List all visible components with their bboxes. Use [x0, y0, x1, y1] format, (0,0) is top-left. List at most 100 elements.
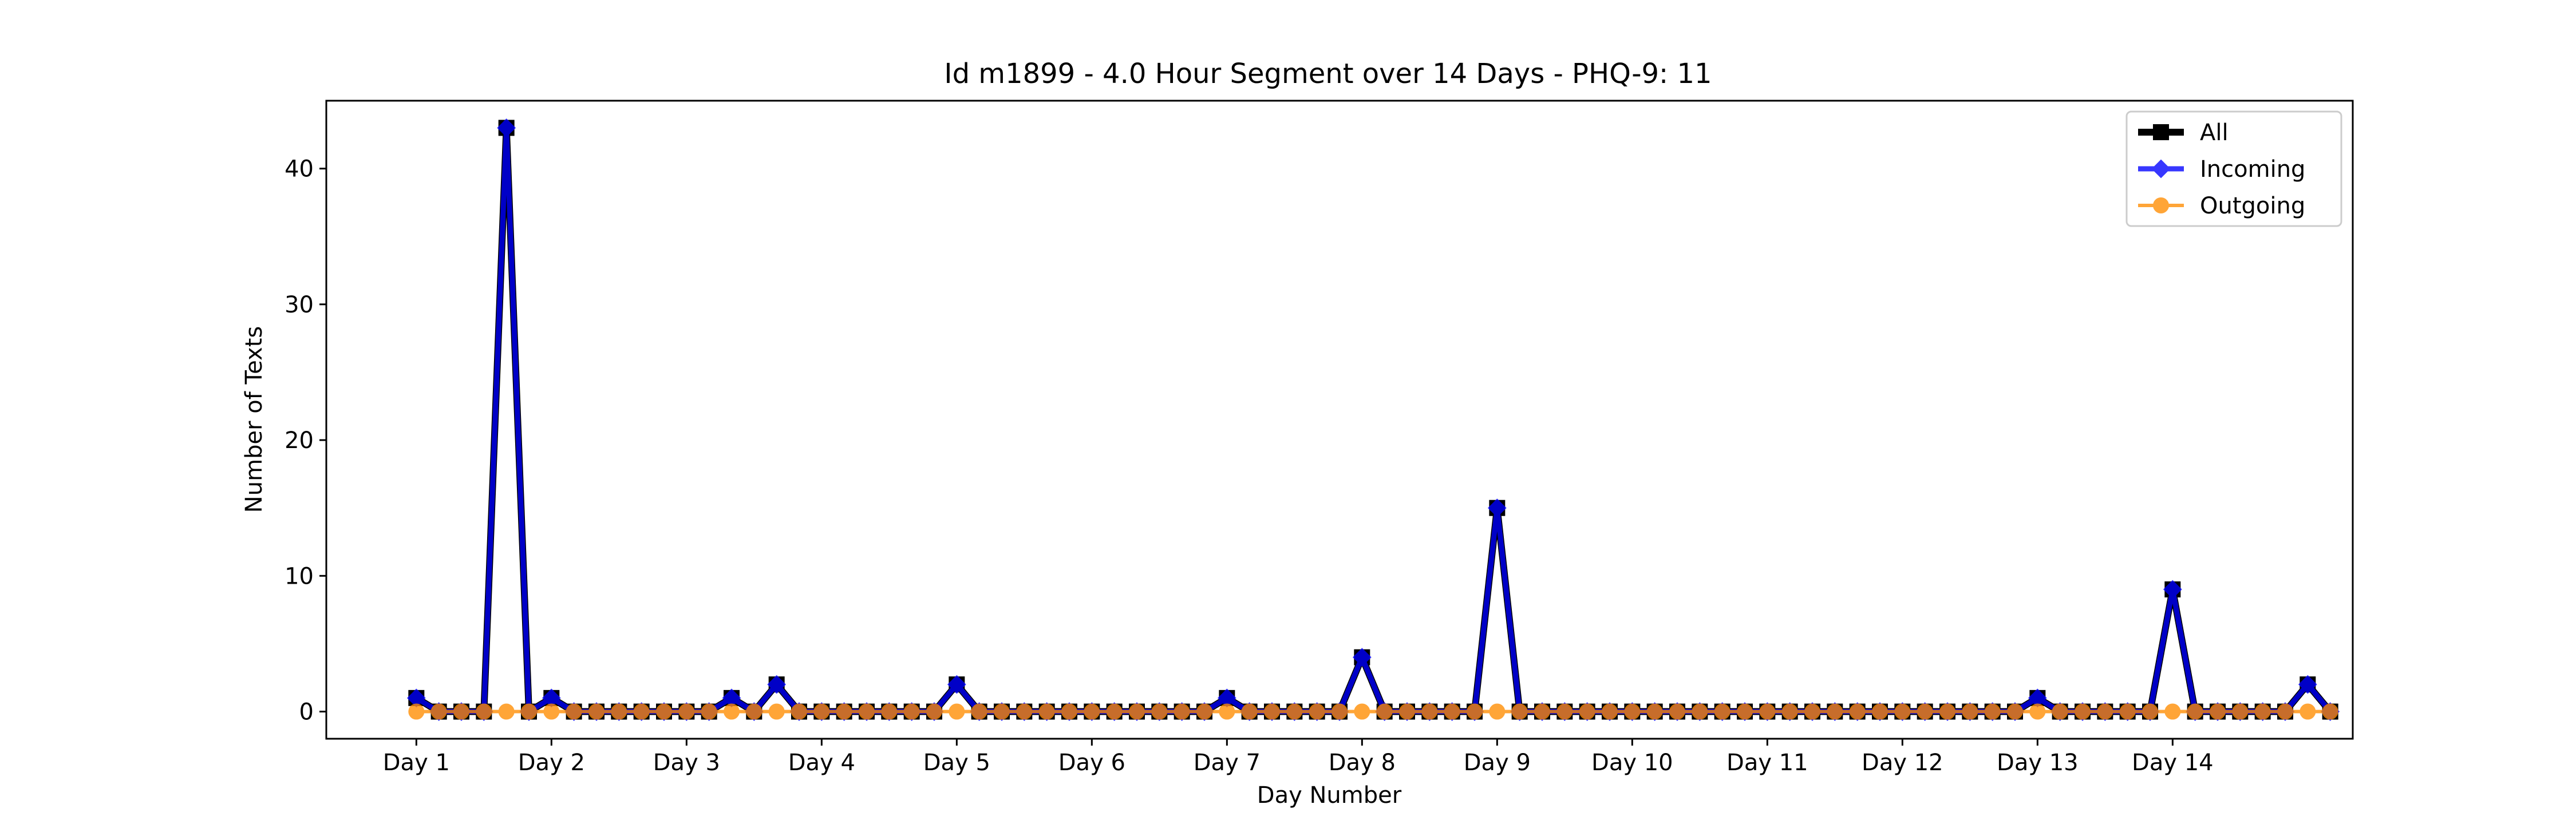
- x-tick-label: Day 10: [1591, 750, 1673, 776]
- data-point-outgoing: [611, 703, 627, 720]
- data-point-outgoing: [2119, 703, 2136, 720]
- data-point-outgoing: [836, 703, 852, 720]
- chart-title: Id m1899 - 4.0 Hour Segment over 14 Days…: [944, 58, 1712, 90]
- data-point-outgoing: [678, 703, 695, 720]
- data-point-outgoing: [859, 703, 875, 720]
- x-tick-label: Day 4: [788, 750, 855, 776]
- data-point-outgoing: [1219, 703, 1235, 720]
- data-point-outgoing: [521, 703, 537, 720]
- data-point-outgoing: [1894, 703, 1911, 720]
- legend-marker: [2153, 124, 2169, 140]
- data-point-incoming: [497, 118, 516, 137]
- data-point-outgoing: [1579, 703, 1595, 720]
- data-point-outgoing: [1106, 703, 1123, 720]
- data-point-outgoing: [1714, 703, 1730, 720]
- x-tick-label: Day 2: [518, 750, 585, 776]
- x-axis: Day 1 Day 2 Day 3 Day 4 Day 5 Day 6 Day 7 Day 8…: [383, 739, 2214, 776]
- x-tick-label: Day 9: [1464, 750, 1531, 776]
- plot-area: [406, 118, 2340, 721]
- x-tick-label: Day 5: [923, 750, 990, 776]
- y-tick-label: 20: [285, 427, 314, 454]
- data-point-outgoing: [903, 703, 920, 720]
- data-point-outgoing: [1939, 703, 1955, 720]
- data-point-outgoing: [1849, 703, 1866, 720]
- data-point-outgoing: [1264, 703, 1280, 720]
- data-point-outgoing: [1489, 703, 1506, 720]
- data-point-outgoing: [1084, 703, 1100, 720]
- y-axis-label: Number of Texts: [241, 326, 267, 513]
- data-point-outgoing: [1511, 703, 1528, 720]
- data-point-outgoing: [768, 703, 785, 720]
- data-point-outgoing: [1444, 703, 1460, 720]
- legend-entry: [2138, 159, 2184, 179]
- y-tick-label: 10: [285, 563, 314, 589]
- data-point-outgoing: [1602, 703, 1618, 720]
- data-point-outgoing: [1309, 703, 1325, 720]
- data-point-outgoing: [746, 703, 762, 720]
- data-point-outgoing: [543, 703, 560, 720]
- data-point-outgoing: [1241, 703, 1258, 720]
- data-point-outgoing: [566, 703, 582, 720]
- legend-marker: [2151, 159, 2171, 179]
- data-point-outgoing: [2097, 703, 2113, 720]
- data-point-outgoing: [588, 703, 605, 720]
- data-point-outgoing: [1669, 703, 1685, 720]
- data-point-outgoing: [2277, 703, 2293, 720]
- x-tick-label: Day 8: [1329, 750, 1396, 776]
- legend-marker: [2153, 197, 2169, 213]
- legend: All Incoming Outgoing: [2125, 110, 2342, 227]
- data-point-outgoing: [453, 703, 469, 720]
- data-point-outgoing: [994, 703, 1010, 720]
- y-tick-label: 30: [285, 292, 314, 318]
- y-tick-label: 40: [285, 156, 314, 183]
- y-axis: 0 10 20 30 40: [285, 156, 326, 726]
- data-point-outgoing: [791, 703, 807, 720]
- data-point-incoming: [2298, 675, 2317, 694]
- data-point-outgoing: [813, 703, 830, 720]
- data-point-outgoing: [2187, 703, 2203, 720]
- data-point-outgoing: [1556, 703, 1573, 720]
- data-point-outgoing: [2142, 703, 2158, 720]
- data-point-outgoing: [430, 703, 447, 720]
- series-outgoing: [408, 703, 2338, 720]
- data-point-outgoing: [2007, 703, 2023, 720]
- data-point-outgoing: [1872, 703, 1888, 720]
- data-point-outgoing: [1737, 703, 1753, 720]
- data-point-outgoing: [1917, 703, 1933, 720]
- plot-frame: [325, 100, 2354, 740]
- data-point-outgoing: [2322, 703, 2338, 720]
- x-tick-label: Day 1: [383, 750, 450, 776]
- x-tick-label: Day 11: [1726, 750, 1808, 776]
- data-point-outgoing: [701, 703, 717, 720]
- data-point-outgoing: [1827, 703, 1843, 720]
- data-point-outgoing: [2029, 703, 2046, 720]
- data-point-incoming: [2163, 580, 2182, 599]
- data-point-outgoing: [1692, 703, 1708, 720]
- x-tick-label: Day 7: [1194, 750, 1261, 776]
- data-point-outgoing: [498, 703, 515, 720]
- data-point-outgoing: [1376, 703, 1393, 720]
- data-point-outgoing: [1038, 703, 1055, 720]
- x-tick-label: Day 13: [1997, 750, 2079, 776]
- data-point-outgoing: [1196, 703, 1212, 720]
- data-point-outgoing: [2254, 703, 2271, 720]
- legend-label: Incoming: [2200, 156, 2305, 183]
- data-point-outgoing: [1624, 703, 1641, 720]
- data-point-incoming: [1487, 498, 1507, 518]
- data-point-incoming: [1352, 648, 1372, 667]
- x-tick-label: Day 6: [1058, 750, 1125, 776]
- data-point-outgoing: [1759, 703, 1776, 720]
- legend-label: Outgoing: [2200, 193, 2305, 219]
- data-point-outgoing: [1534, 703, 1550, 720]
- data-point-outgoing: [656, 703, 672, 720]
- data-point-outgoing: [2232, 703, 2249, 720]
- data-point-outgoing: [1421, 703, 1438, 720]
- data-point-outgoing: [1129, 703, 1145, 720]
- data-point-outgoing: [1174, 703, 1190, 720]
- data-point-incoming: [947, 675, 966, 694]
- data-point-outgoing: [476, 703, 492, 720]
- data-point-outgoing: [1399, 703, 1415, 720]
- x-tick-label: Day 3: [653, 750, 720, 776]
- data-point-outgoing: [1962, 703, 1978, 720]
